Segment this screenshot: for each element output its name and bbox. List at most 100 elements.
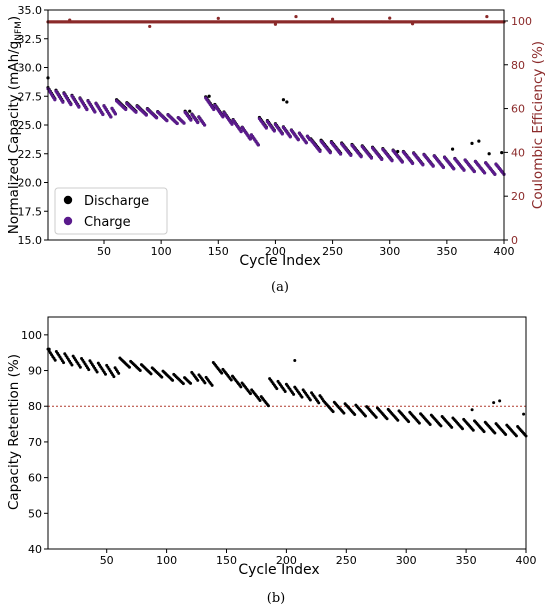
data-point xyxy=(239,385,243,389)
x-tick-label: 350 xyxy=(456,554,477,567)
x-tick-label: 350 xyxy=(436,245,457,258)
charge-point xyxy=(288,135,292,139)
data-point xyxy=(189,381,193,385)
y-tick-label: 70 xyxy=(28,436,42,449)
charge-point xyxy=(390,159,394,163)
data-point xyxy=(308,398,312,402)
charge-point xyxy=(175,121,179,126)
y-tick-label: 22.5 xyxy=(18,148,43,161)
data-point xyxy=(439,424,443,428)
charge-point xyxy=(144,113,148,117)
charge-point xyxy=(134,110,138,114)
data-point xyxy=(275,387,279,391)
discharge-point xyxy=(281,98,286,102)
data-point xyxy=(203,381,207,385)
y-tick-label: 90 xyxy=(28,365,42,378)
charge-point xyxy=(410,161,415,166)
data-point xyxy=(492,401,496,405)
charge-point xyxy=(441,165,446,170)
discharge-point xyxy=(500,151,504,155)
legend-charge-marker xyxy=(63,216,73,226)
charge-point xyxy=(101,112,105,117)
y2-tick-label: 0 xyxy=(511,234,518,247)
x-tick-label: 200 xyxy=(276,554,297,567)
x-tick-label: 250 xyxy=(336,554,357,567)
data-point xyxy=(266,404,270,408)
charge-point xyxy=(421,163,425,167)
data-point xyxy=(87,368,91,372)
charge-point xyxy=(280,132,284,136)
data-point xyxy=(498,399,502,403)
data-point xyxy=(283,389,287,393)
data-point xyxy=(210,383,214,387)
charge-point xyxy=(196,120,200,125)
data-point xyxy=(293,359,297,363)
x-tick-label: 200 xyxy=(265,245,286,258)
ce-point xyxy=(68,18,72,22)
charge-point xyxy=(296,138,300,142)
data-point xyxy=(149,372,153,376)
charge-point xyxy=(318,149,322,153)
charge-point xyxy=(256,143,260,147)
charge-point xyxy=(85,107,89,112)
charge-point xyxy=(202,123,207,127)
data-point xyxy=(331,410,335,414)
panel-b-plot-area: 50 100 150 200 250 300 350 400 40 50 60 70 80 90 100 xyxy=(21,316,537,567)
data-point xyxy=(522,412,526,416)
y-tick-label: 80 xyxy=(28,400,42,413)
data-point xyxy=(160,375,164,379)
data-point xyxy=(292,392,296,396)
data-point xyxy=(504,432,508,436)
charge-point xyxy=(493,172,497,176)
charge-point xyxy=(93,110,97,114)
panel-a-plot-area: 50 100 150 200 250 300 350 40015.017.520.022.52… xyxy=(18,4,533,258)
y2-tick-label: 100 xyxy=(511,15,532,28)
data-point xyxy=(342,411,346,415)
data-point xyxy=(374,415,378,419)
data-point xyxy=(470,408,474,412)
y2-tick-label: 60 xyxy=(511,103,525,116)
data-point xyxy=(127,365,131,369)
ce-point xyxy=(216,16,220,20)
x-tick-label: 50 xyxy=(97,245,111,258)
discharge-point xyxy=(450,147,455,151)
charge-point xyxy=(272,129,276,133)
panel-a-ylabel: Normalized Capacity (mAh/gNFM) xyxy=(6,16,24,234)
data-point xyxy=(112,375,116,379)
data-point xyxy=(95,370,99,374)
x-tick-label: 400 xyxy=(516,554,537,567)
discharge-point xyxy=(285,100,289,104)
charge-point xyxy=(359,155,363,159)
charge-point xyxy=(124,107,128,112)
data-point xyxy=(117,371,121,375)
charge-point xyxy=(380,157,384,162)
data-point xyxy=(428,422,432,426)
ce-point xyxy=(485,14,489,19)
data-point xyxy=(363,414,367,418)
data-point xyxy=(417,421,421,425)
charge-point xyxy=(338,152,343,156)
charge-point xyxy=(154,116,159,120)
data-point xyxy=(53,358,57,362)
ce-point xyxy=(294,14,298,19)
discharge-point xyxy=(487,152,491,156)
charge-point xyxy=(230,122,234,126)
x-tick-label: 150 xyxy=(208,245,229,258)
legend-discharge-marker xyxy=(63,195,73,205)
y-tick-label: 30.0 xyxy=(18,62,43,75)
y2-tick-label: 80 xyxy=(511,59,525,72)
charge-point xyxy=(109,115,113,119)
discharge-point xyxy=(470,141,474,145)
charge-point xyxy=(328,151,332,155)
charge-point xyxy=(248,137,252,141)
charge-point xyxy=(189,118,193,122)
panel-a-caption: (a) xyxy=(271,280,289,295)
data-point xyxy=(196,378,200,382)
charge-point xyxy=(77,105,81,109)
charge-point xyxy=(462,168,466,172)
panel-a-ylabel-subscript: NFM xyxy=(14,21,24,41)
y-tick-label: 25.0 xyxy=(18,119,43,132)
charge-point xyxy=(304,141,308,145)
data-point xyxy=(229,378,233,382)
